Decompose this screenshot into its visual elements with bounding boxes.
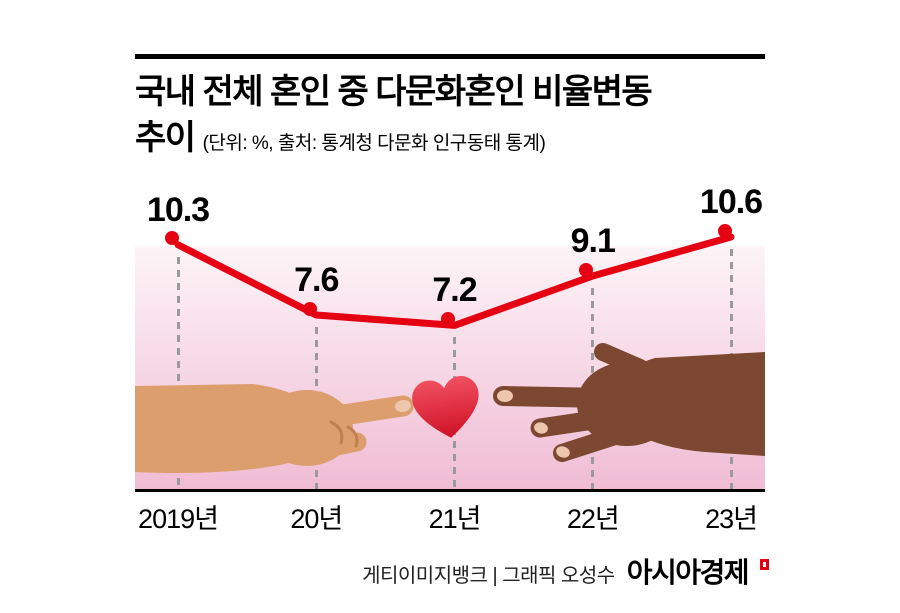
chart-title-line2-row: 추이 (단위: %, 출처: 통계청 다문화 인구동태 통계) xyxy=(135,115,815,167)
credit-text: 게티이미지뱅크 | 그래픽 오성수 xyxy=(362,565,615,587)
right-fingernail-2 xyxy=(534,422,548,434)
guide-line xyxy=(176,256,180,490)
hands-illustration xyxy=(135,343,765,473)
chart-title-line2: 추이 xyxy=(135,119,196,157)
heart-icon xyxy=(412,376,479,438)
header: 국내 전체 혼인 중 다문화혼인 비율변동 추이 (단위: %, 출처: 통계청 … xyxy=(135,69,815,167)
brand-mark-icon xyxy=(760,559,769,570)
right-fingernail-1 xyxy=(497,390,513,402)
x-axis-line xyxy=(135,489,765,492)
brand-logo: 아시아경제 xyxy=(626,557,750,588)
footer: 게티이미지뱅크 | 그래픽 오성수 아시아경제 xyxy=(362,551,769,591)
left-fingernail xyxy=(395,399,411,413)
right-fingernail-3 xyxy=(556,446,570,458)
top-rule xyxy=(135,54,765,59)
left-hand-illustration xyxy=(135,384,414,473)
chart-title-line1: 국내 전체 혼인 중 다문화혼인 비율변동 xyxy=(135,73,653,111)
chart-subtitle: (단위: %, 출처: 통계청 다문화 인구동태 통계) xyxy=(202,133,546,154)
right-hand-illustration xyxy=(493,343,765,462)
